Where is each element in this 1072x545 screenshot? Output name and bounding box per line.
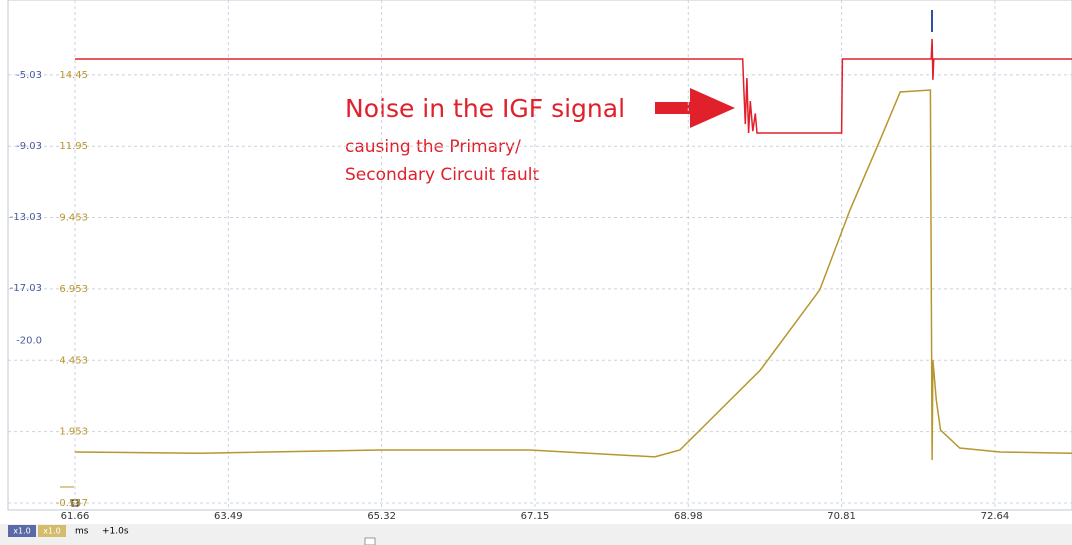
y2-tick-label: -13.03 [10,212,42,223]
scale-label: x1.0 [43,527,60,536]
x-tick-label: 72.64 [981,511,1010,522]
x-tick-label: 67.15 [521,511,550,522]
x-tick-label: 61.66 [61,511,90,522]
y-tick-label: 14.45 [59,70,88,81]
arrow [655,88,735,128]
y2-tick-label: -9.03 [16,141,42,152]
trace [75,38,1072,134]
y-tick-label: 1.953 [59,427,88,438]
scroll-thumb[interactable] [364,537,376,545]
annotation: Noise in the IGF signal [345,94,625,123]
scale-button[interactable] [8,525,36,537]
scale-label: x1.0 [13,527,30,536]
scale-button[interactable] [38,525,66,537]
toolbar [0,524,1072,545]
plot-frame [7,0,1072,511]
y-tick-label: 4.453 [59,355,88,366]
x-tick-label: 63.49 [214,511,243,522]
y2-tick-label: -20.0 [16,336,42,347]
y-tick-label: 11.95 [59,141,88,152]
unit-label: ms [75,527,89,537]
y-tick-label: -0.547 [56,498,88,509]
x-tick-label: 68.98 [674,511,703,522]
annotation: causing the Primary/ [345,137,521,157]
y2-tick-label: -5.03 [16,70,42,81]
y-tick-label: 6.953 [59,284,88,295]
offset-label: +1.0s [102,527,129,537]
annotation: Secondary Circuit fault [345,165,539,185]
x-tick-label: 70.81 [827,511,856,522]
y-tick-label: 9.453 [59,213,88,224]
x-tick-label: 65.32 [367,511,396,522]
trace [74,89,1072,461]
y2-tick-label: -17.03 [10,283,42,294]
